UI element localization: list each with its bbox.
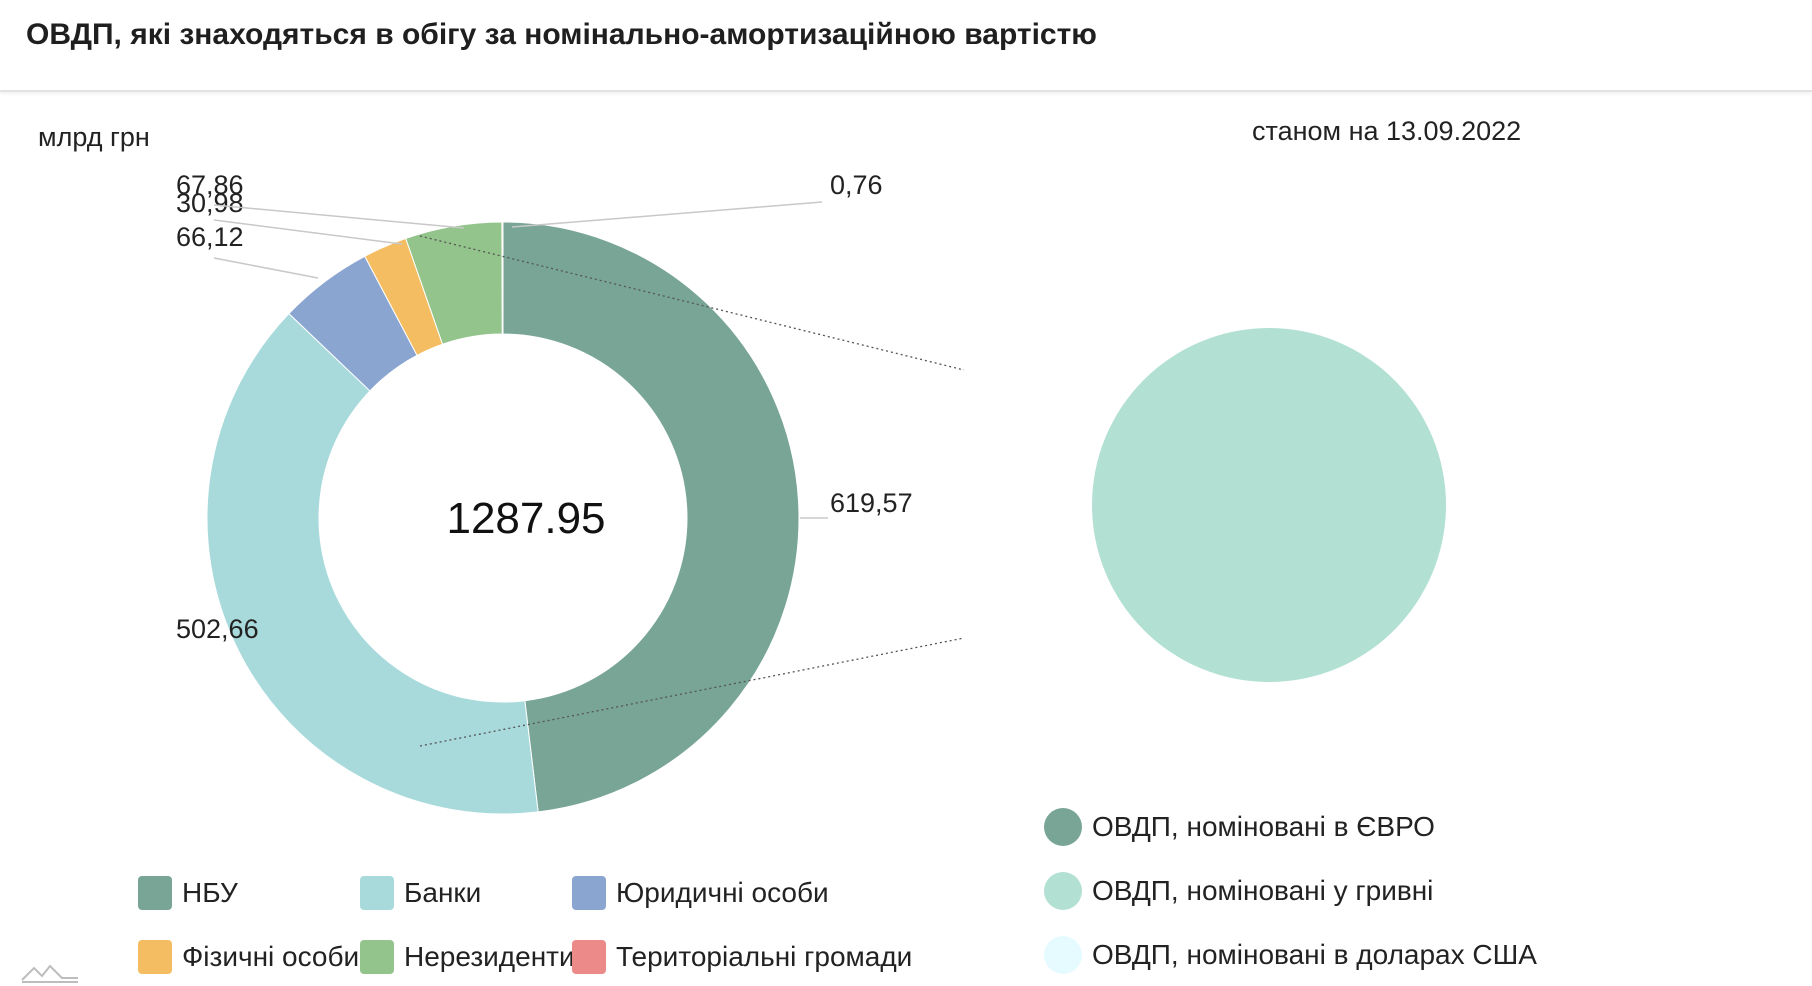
leader-line	[511, 201, 823, 228]
data-label: 66,12	[176, 222, 244, 252]
data-label: 619,57	[830, 488, 913, 518]
center-total-label: 1287.95	[446, 494, 605, 543]
legend-label: НБУ	[182, 877, 238, 908]
legend-label: Фізичні особи	[182, 941, 360, 972]
leader-line	[213, 257, 319, 279]
legend-label: ОВДП, номіновані у гривні	[1092, 875, 1434, 906]
legend-label: Банки	[404, 877, 482, 908]
legend-swatch	[138, 940, 172, 974]
legend-item-banks[interactable]: Банки	[360, 876, 560, 910]
legend-label: Юридичні особи	[616, 877, 829, 908]
legend-item-individuals[interactable]: Фізичні особи	[138, 940, 360, 974]
legend-dot	[1044, 808, 1082, 846]
unit-label: млрд грн	[38, 122, 150, 152]
legend-item-legal-entities[interactable]: Юридичні особи	[572, 876, 872, 910]
legend-item-eur[interactable]: ОВДП, номіновані в ЄВРО	[1044, 808, 1435, 846]
legend-swatch	[360, 876, 394, 910]
logo-icon	[21, 964, 78, 983]
donut-slice	[501, 221, 504, 335]
legend-label: ОВДП, номіновані в ЄВРО	[1092, 811, 1435, 842]
legend-swatch	[572, 940, 606, 974]
data-label: 30,98	[176, 188, 244, 218]
donut-slice	[502, 221, 800, 813]
chart-title: ОВДП, які знаходяться в обігу за номінал…	[26, 18, 1097, 51]
legend-label: ОВДП, номіновані в доларах США	[1092, 939, 1537, 970]
legend-label: Нерезиденти	[404, 941, 572, 972]
leader-line	[213, 219, 403, 245]
chart-header: ОВДП, які знаходяться в обігу за номінал…	[0, 0, 1812, 92]
legend-swatch	[572, 876, 606, 910]
legend-item-nonresidents[interactable]: Нерезиденти	[360, 940, 572, 974]
data-label: 502,66	[176, 614, 259, 644]
legend-item-uah[interactable]: ОВДП, номіновані у гривні	[1044, 872, 1433, 910]
legend-item-nbu[interactable]: НБУ	[138, 876, 348, 910]
data-label: 67,86	[176, 170, 244, 200]
legend-item-territorial-communities[interactable]: Територіальні громади	[572, 940, 952, 974]
as-of-date-label: станом на 13.09.2022	[1252, 116, 1522, 146]
legend-label: Територіальні громади	[616, 941, 913, 972]
legend-dot	[1044, 872, 1082, 910]
pie-slice	[1092, 328, 1446, 682]
legend-dot	[1044, 936, 1082, 974]
leader-line	[213, 204, 465, 229]
legend-swatch	[360, 940, 394, 974]
data-label: 0,76	[830, 170, 883, 200]
legend-item-usd[interactable]: ОВДП, номіновані в доларах США	[1044, 936, 1537, 974]
legend-swatch	[138, 876, 172, 910]
connector-line	[419, 235, 965, 371]
donut-slice	[206, 312, 539, 815]
